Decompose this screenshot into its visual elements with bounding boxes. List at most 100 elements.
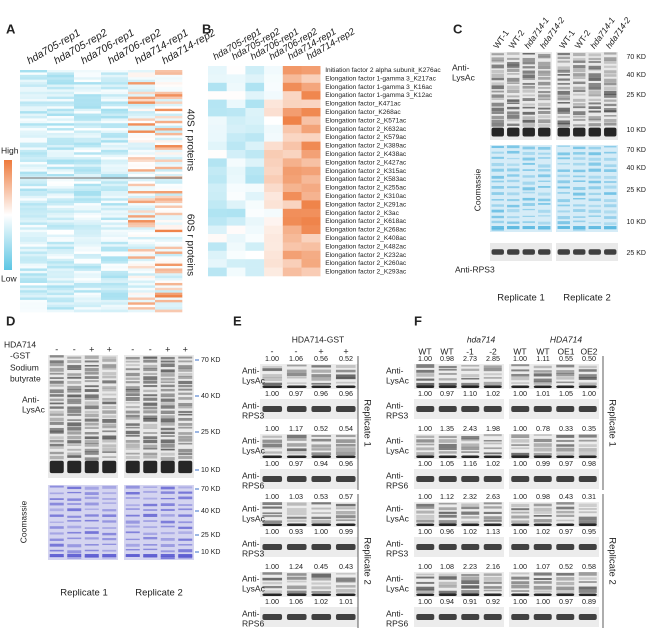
heatmap-cell	[282, 91, 302, 100]
blot-band	[533, 519, 552, 523]
blot-band	[84, 372, 99, 375]
antibody-label: Anti-	[386, 608, 404, 618]
heatmap-cell	[74, 115, 102, 119]
antibody-label: RPS3	[242, 548, 264, 558]
heatmap-cell	[101, 232, 129, 235]
blot-band	[416, 452, 435, 457]
antibody-label: RPS6	[242, 618, 264, 628]
blot-band	[125, 372, 140, 377]
blot-band	[461, 385, 480, 388]
blot-band	[67, 508, 82, 512]
heatmap-cell	[47, 229, 75, 233]
heatmap-cell	[20, 244, 48, 247]
heatmap-cell	[74, 77, 102, 80]
blot-band	[416, 382, 435, 387]
row-label: Elongation factor 2_K260ac	[325, 260, 407, 267]
heatmap-cell	[128, 266, 156, 269]
panel-label: C	[453, 21, 463, 36]
blot-band	[483, 381, 502, 386]
blot-band	[160, 538, 175, 541]
heatmap-cell	[74, 159, 102, 163]
blot-band	[522, 169, 535, 171]
blot-band	[557, 186, 570, 189]
heatmap-cell	[101, 188, 129, 192]
blot-band	[491, 162, 504, 167]
blot-band	[49, 485, 64, 488]
row-label: Elongation factor 2_K632ac	[325, 126, 407, 133]
blot-band	[311, 544, 332, 550]
heatmap-cell	[101, 137, 129, 141]
blot-band	[84, 451, 99, 455]
heatmap-cell	[20, 147, 48, 151]
heatmap-cell	[155, 287, 183, 291]
blot-band	[178, 526, 193, 529]
blot-band	[335, 439, 356, 443]
blot-band	[311, 365, 332, 368]
antibody-label: LysAc	[452, 72, 476, 82]
blot-band	[143, 397, 158, 401]
heatmap-cell	[264, 124, 284, 134]
blot-band	[160, 457, 175, 461]
blot-band	[125, 514, 140, 517]
heatmap-cell	[101, 135, 129, 139]
blot-band	[483, 614, 502, 620]
blot-band	[483, 523, 502, 526]
heatmap-cell	[208, 267, 227, 277]
heatmap-cell	[155, 229, 183, 233]
blot-band	[483, 581, 502, 584]
blot-band	[556, 523, 575, 526]
heatmap-cell	[264, 74, 284, 84]
blot-band	[556, 452, 575, 456]
blot-band	[556, 502, 575, 505]
heatmap-cell	[74, 261, 102, 264]
blot-band	[335, 519, 356, 522]
heatmap-cell	[208, 133, 227, 142]
blot-band	[511, 508, 530, 511]
blot-band	[49, 549, 64, 552]
row-label: Elongation factor 2_K427ac	[325, 159, 407, 166]
blot-band	[49, 394, 64, 397]
panel-label: E	[233, 313, 242, 328]
blot-band	[143, 509, 158, 511]
blot-band	[178, 417, 193, 421]
quant-value: 1.00	[582, 389, 596, 398]
blot-band	[483, 519, 502, 522]
blot-band	[160, 402, 175, 407]
blot-band	[262, 365, 283, 370]
blot-band	[160, 415, 175, 419]
heatmap-cell	[74, 217, 102, 221]
heatmap-cell	[282, 267, 302, 277]
blot-band	[49, 372, 64, 375]
blot-band	[49, 521, 64, 523]
heatmap-cell	[155, 280, 183, 284]
heatmap-cell	[47, 77, 75, 80]
blot-band	[578, 382, 597, 386]
heatmap-cell	[20, 246, 48, 250]
blot-band	[461, 455, 480, 458]
blot-band	[483, 502, 502, 505]
blot-band	[556, 614, 575, 620]
heatmap-cell	[208, 200, 227, 210]
heatmap-cell	[74, 297, 102, 301]
heatmap-cell	[208, 208, 227, 218]
blot-band	[588, 86, 601, 90]
blot-band	[286, 376, 307, 379]
blot-band	[483, 516, 502, 520]
blot-band	[102, 498, 117, 500]
blot-band	[604, 93, 617, 98]
heatmap-cell	[101, 113, 129, 117]
blot	[260, 469, 358, 489]
blot-band	[573, 227, 586, 231]
heatmap-cell	[264, 82, 284, 92]
heatmap-cell	[47, 161, 75, 165]
heatmap-cell	[155, 103, 183, 107]
heatmap-cell	[155, 253, 183, 257]
blot-band	[335, 369, 356, 373]
blot-band	[67, 401, 82, 405]
quant-value: 1.00	[536, 597, 550, 606]
heatmap-cell	[128, 130, 156, 134]
heatmap-cell	[128, 229, 156, 233]
heatmap-cell	[155, 278, 183, 281]
heatmap-cell	[128, 287, 156, 291]
blot-band	[102, 367, 117, 370]
